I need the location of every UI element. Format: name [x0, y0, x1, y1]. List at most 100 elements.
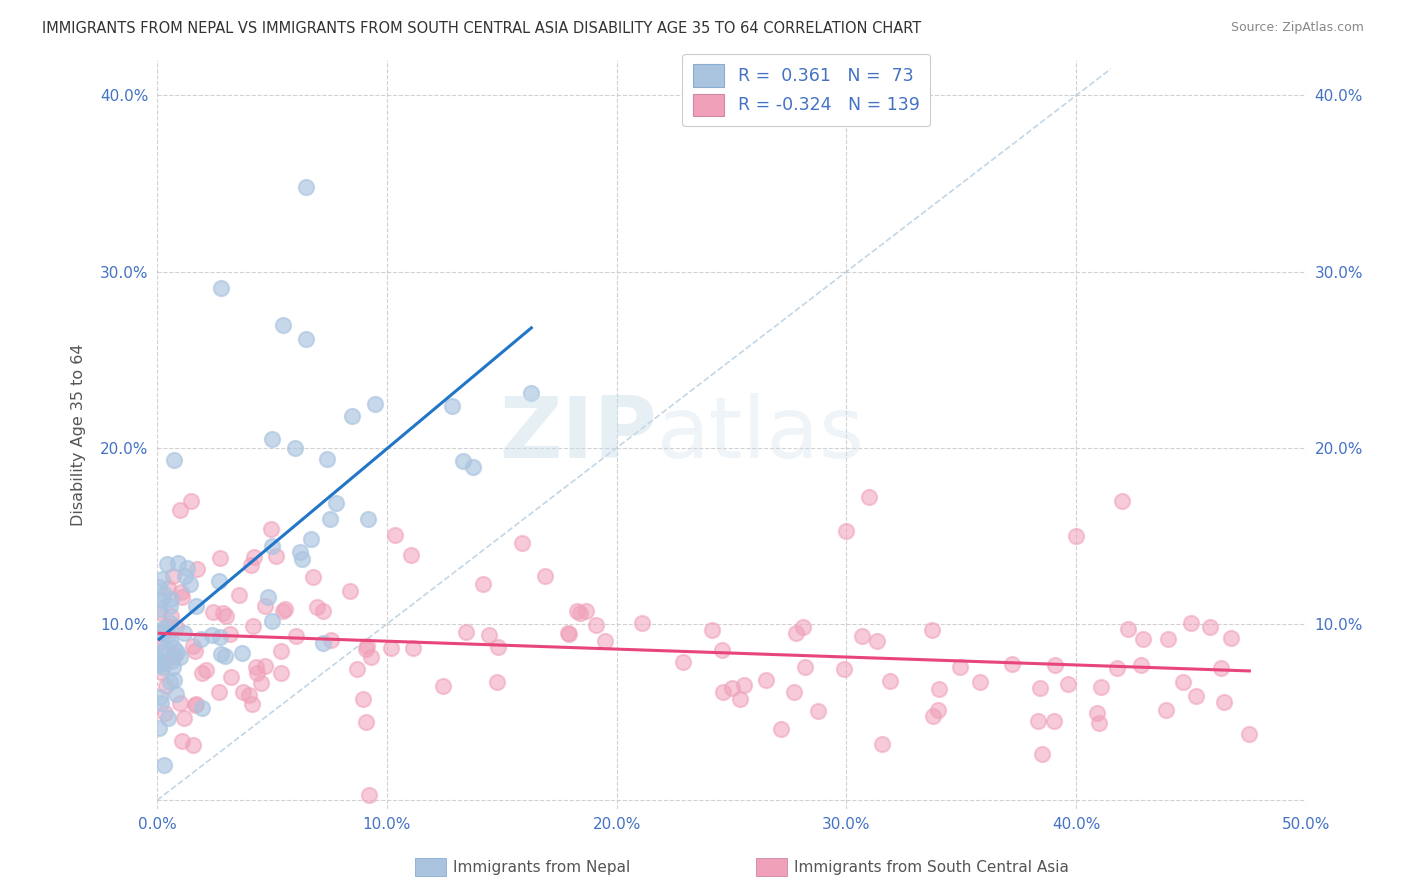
Point — [260, 522, 283, 536]
Point — [148, 635, 170, 649]
Point — [1239, 727, 1261, 741]
Point — [246, 665, 269, 680]
Point — [243, 549, 266, 564]
Point — [631, 615, 654, 630]
Point — [260, 539, 283, 553]
Point — [150, 593, 173, 607]
Point — [402, 640, 425, 655]
Point — [1090, 680, 1112, 694]
Point — [250, 676, 273, 690]
Point — [316, 451, 339, 466]
Point — [162, 660, 184, 674]
Point — [307, 600, 329, 615]
Text: ZIP: ZIP — [499, 393, 657, 476]
Point — [291, 552, 314, 566]
Point — [299, 532, 322, 546]
Point — [270, 666, 292, 681]
Point — [163, 673, 186, 688]
Point — [1043, 714, 1066, 728]
Point — [866, 633, 889, 648]
Text: Immigrants from South Central Asia: Immigrants from South Central Asia — [794, 860, 1070, 874]
Point — [264, 549, 287, 563]
Point — [184, 644, 207, 658]
Point — [184, 698, 207, 712]
Point — [159, 675, 181, 690]
Point — [149, 656, 172, 670]
Point — [215, 609, 238, 624]
Point — [201, 628, 224, 642]
Point — [1064, 529, 1087, 543]
Point — [785, 625, 807, 640]
Point — [153, 758, 176, 772]
Point — [1001, 657, 1024, 671]
Point — [575, 604, 598, 618]
Point — [162, 650, 184, 665]
Point — [148, 656, 170, 670]
Point — [357, 511, 380, 525]
Point — [184, 599, 207, 613]
Point — [159, 615, 181, 630]
Point — [162, 568, 184, 582]
Point — [190, 632, 212, 647]
Point — [186, 697, 208, 711]
Point — [221, 670, 243, 684]
Point — [728, 692, 751, 706]
Point — [721, 681, 744, 695]
Point — [453, 454, 475, 468]
Point — [212, 606, 235, 620]
Point — [346, 662, 368, 676]
Point — [163, 648, 186, 662]
Point — [152, 587, 174, 601]
Point — [1132, 632, 1154, 646]
Point — [149, 690, 172, 705]
Point — [364, 397, 387, 411]
Point — [156, 627, 179, 641]
Point — [711, 685, 734, 699]
Point — [921, 623, 943, 637]
Point — [159, 608, 181, 623]
Point — [214, 649, 236, 664]
Point — [356, 639, 378, 653]
Point — [180, 493, 202, 508]
Point — [228, 588, 250, 602]
Point — [456, 624, 478, 639]
Point — [700, 623, 723, 637]
Point — [209, 551, 232, 566]
Point — [568, 606, 591, 620]
Point — [156, 619, 179, 633]
Point — [172, 590, 194, 604]
Point — [274, 602, 297, 616]
Point — [159, 599, 181, 614]
Point — [253, 659, 276, 673]
Point — [770, 723, 793, 737]
Point — [173, 711, 195, 725]
Point — [321, 633, 343, 648]
Y-axis label: Disability Age 35 to 64: Disability Age 35 to 64 — [72, 343, 86, 526]
Point — [170, 733, 193, 747]
Point — [157, 582, 180, 596]
Point — [254, 599, 277, 614]
Point — [520, 385, 543, 400]
Point — [949, 660, 972, 674]
Point — [165, 687, 187, 701]
Point — [273, 318, 295, 332]
Point — [181, 639, 204, 653]
Point — [399, 548, 422, 562]
Point — [302, 569, 325, 583]
Point — [169, 584, 191, 599]
Point — [1156, 703, 1178, 717]
Point — [312, 603, 335, 617]
Point — [1028, 681, 1050, 696]
Point — [565, 604, 588, 618]
Point — [165, 620, 187, 634]
Point — [921, 708, 943, 723]
Point — [1184, 689, 1206, 703]
Text: Source: ZipAtlas.com: Source: ZipAtlas.com — [1230, 21, 1364, 34]
Point — [152, 572, 174, 586]
Point — [1213, 695, 1236, 709]
Point — [159, 592, 181, 607]
Point — [270, 643, 292, 657]
Point — [835, 524, 858, 538]
Point — [148, 658, 170, 673]
Point — [195, 663, 218, 677]
